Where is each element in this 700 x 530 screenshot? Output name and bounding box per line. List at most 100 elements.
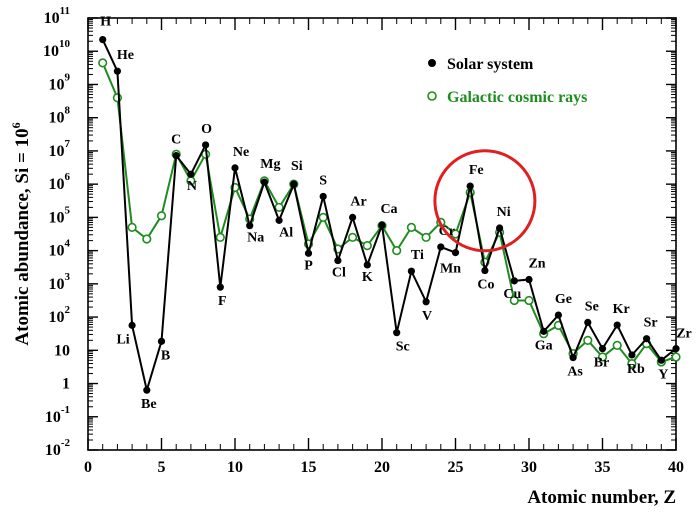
element-label-k: K [362, 270, 373, 285]
cosmic-rays-point [274, 202, 284, 213]
solar-system-point [172, 151, 180, 160]
cosmic-rays-point [583, 335, 593, 345]
y-tick-label: 109 [49, 71, 71, 93]
solar-system-point [128, 321, 136, 329]
y-tick-label: 1 [62, 376, 70, 393]
y-tick-label: 105 [49, 204, 71, 226]
element-label-se: Se [585, 299, 599, 314]
legend: Solar system Galactic cosmic rays [427, 56, 587, 106]
legend-gcr-marker [427, 91, 437, 101]
cosmic-rays-point [671, 352, 681, 362]
solar-system-point [584, 318, 592, 326]
solar-system-line [101, 39, 677, 395]
solar-system-point [643, 335, 651, 343]
solar-system-point [378, 221, 386, 229]
solar-system-point [628, 351, 636, 359]
y-tick-label: 10 [54, 342, 70, 359]
element-label-al: Al [279, 225, 293, 240]
solar-system-point [290, 180, 298, 188]
element-label-ni: Ni [497, 205, 511, 220]
element-label-cu: Cu [503, 287, 521, 302]
cosmic-rays-point [142, 234, 152, 244]
y-tick-label: 108 [49, 105, 71, 127]
solar-system-point [393, 329, 401, 337]
element-label-y: Y [658, 367, 668, 382]
solar-system-point [143, 386, 151, 394]
cosmic-rays-point [98, 58, 108, 68]
element-label-p: P [304, 258, 313, 273]
solar-system-point [187, 170, 195, 178]
element-label-co: Co [477, 278, 494, 293]
solar-system-point [260, 178, 268, 186]
element-label-cl: Cl [332, 266, 346, 281]
element-label-fe: Fe [469, 163, 484, 178]
solar-system-point [613, 321, 621, 329]
element-label-ti: Ti [411, 248, 424, 263]
element-label-o: O [201, 122, 212, 137]
x-tick-label: 30 [521, 459, 537, 476]
element-label-sr: Sr [644, 316, 658, 331]
solar-system-point [569, 354, 577, 362]
svg-text:Atomic abundance, Si = 106: Atomic abundance, Si = 106 [9, 122, 33, 345]
cosmic-rays-point [627, 359, 637, 369]
y-tick-label: 104 [49, 238, 71, 260]
solar-system-point [554, 311, 563, 319]
element-label-ga: Ga [535, 338, 553, 353]
element-label-si: Si [291, 159, 303, 174]
y-tick-label: 10-2 [45, 437, 71, 459]
solar-system-point [334, 256, 342, 265]
cosmic-rays-point [318, 212, 328, 222]
cosmic-rays-point [156, 211, 167, 221]
x-tick-label: 20 [374, 459, 390, 476]
x-tick-label: 15 [301, 459, 317, 476]
x-tick-label: 40 [668, 459, 684, 476]
solar-system-point [216, 283, 224, 291]
solar-system-point [451, 249, 460, 257]
y-tick-label: 1010 [43, 38, 71, 60]
element-label-s: S [319, 173, 327, 188]
solar-system-point [319, 192, 327, 201]
y-tick-label: 106 [49, 171, 71, 193]
y-axis-ticks: 1011101010910810710610510410310210110-11… [43, 5, 676, 459]
element-label-b: B [161, 348, 170, 363]
y-tick-label: 10-1 [45, 404, 70, 426]
cosmic-rays-point [597, 352, 608, 362]
element-label-mn: Mn [440, 262, 461, 277]
x-tick-label: 0 [84, 459, 92, 476]
cosmic-rays-point [524, 295, 534, 306]
solar-system-point [231, 164, 239, 172]
cosmic-rays-point [612, 340, 622, 350]
cosmic-rays-point [362, 241, 372, 251]
y-axis-title-text: Atomic abundance, Si = 10 [12, 128, 33, 345]
highlight-circle [433, 149, 537, 253]
element-label-c: C [171, 133, 181, 148]
solar-system-point [657, 356, 665, 364]
element-label-as: As [567, 365, 583, 380]
element-label-kr: Kr [613, 302, 630, 317]
series-layer [98, 36, 681, 395]
solar-system-point [422, 298, 430, 306]
solar-system-point [540, 327, 548, 335]
cosmic-rays-point [406, 222, 417, 232]
element-label-zn: Zn [528, 257, 545, 272]
legend-gcr-label: Galactic cosmic rays [447, 89, 587, 106]
y-tick-label: 102 [49, 304, 71, 326]
cosmic-rays-point [127, 222, 137, 232]
solar-system-point [466, 182, 474, 190]
solar-system-point [407, 267, 415, 275]
element-label-f: F [218, 294, 227, 309]
element-label-ca: Ca [380, 202, 397, 217]
element-label-ar: Ar [350, 194, 366, 209]
solar-system-point [363, 261, 371, 269]
element-label-v: V [422, 309, 432, 324]
solar-system-point [437, 243, 445, 251]
element-label-mg: Mg [260, 157, 280, 172]
solar-system-point [246, 222, 254, 230]
x-tick-label: 10 [227, 459, 243, 476]
element-label-br: Br [594, 356, 610, 371]
element-label-li: Li [116, 332, 129, 347]
solar-system-point [304, 249, 313, 257]
solar-system-point [113, 67, 121, 75]
solar-system-point [672, 345, 680, 353]
